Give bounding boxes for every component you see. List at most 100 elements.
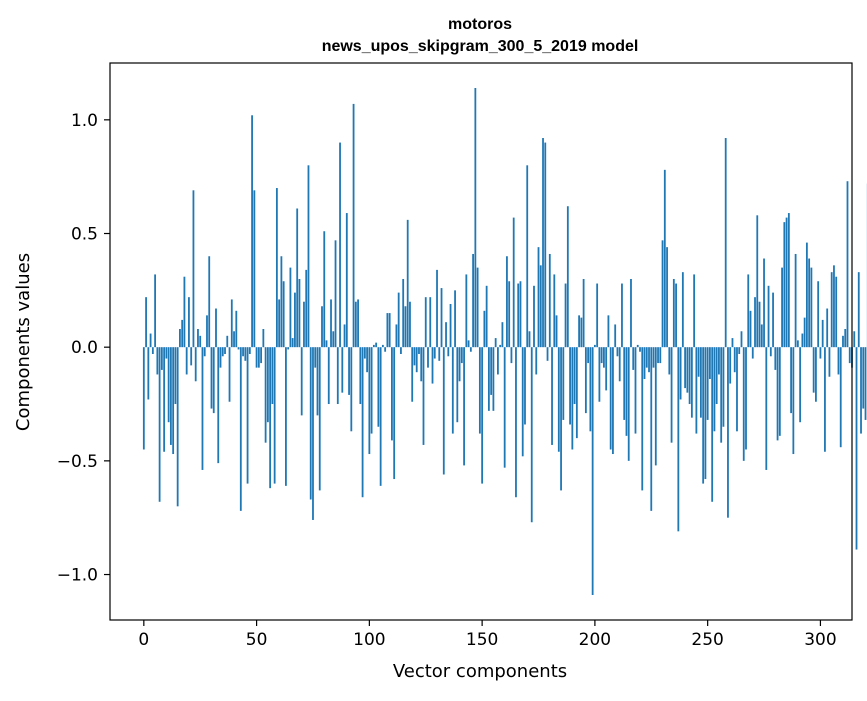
bar-243 (691, 347, 693, 417)
bar-170 (526, 165, 528, 347)
bar-129 (434, 347, 436, 358)
bar-45 (244, 347, 246, 361)
bar-9 (163, 347, 165, 452)
bar-172 (531, 347, 533, 522)
bar-275 (763, 259, 765, 348)
bar-105 (380, 347, 382, 486)
bar-149 (479, 347, 481, 433)
bar-76 (314, 347, 316, 367)
bar-34 (220, 347, 222, 367)
bar-228 (657, 347, 659, 363)
bar-47 (249, 347, 251, 354)
bar-241 (686, 347, 688, 392)
bar-192 (576, 347, 578, 438)
bar-25 (199, 336, 201, 347)
bar-73 (308, 165, 310, 347)
bar-302 (824, 347, 826, 452)
bar-2 (147, 347, 149, 399)
bar-259 (727, 347, 729, 518)
bar-112 (396, 324, 398, 347)
bar-296 (811, 268, 813, 348)
bar-5 (154, 274, 156, 347)
bar-135 (447, 347, 449, 356)
bar-143 (465, 274, 467, 347)
bar-209 (614, 324, 616, 347)
bar-127 (429, 297, 431, 347)
bar-193 (578, 315, 580, 347)
bar-218 (635, 347, 637, 433)
bar-158 (499, 345, 501, 347)
bar-70 (301, 347, 303, 415)
y-tick-label-3: 0.5 (71, 225, 98, 245)
bar-191 (574, 347, 576, 404)
bar-56 (269, 347, 271, 488)
bar-167 (520, 281, 522, 347)
bar-309 (840, 347, 842, 447)
bar-176 (540, 265, 542, 347)
bar-50 (256, 347, 258, 367)
bar-280 (774, 347, 776, 370)
bar-239 (682, 272, 684, 347)
bar-155 (493, 347, 495, 411)
bar-227 (655, 347, 657, 465)
bar-100 (368, 347, 370, 454)
bar-278 (770, 347, 772, 356)
bar-104 (377, 347, 379, 427)
bar-180 (549, 254, 551, 347)
bar-0 (143, 347, 145, 449)
bar-28 (206, 315, 208, 347)
bar-75 (312, 347, 314, 520)
bar-202 (599, 347, 601, 402)
chart-title: motoros (448, 16, 512, 33)
bar-15 (177, 347, 179, 506)
bar-206 (608, 315, 610, 347)
bar-295 (808, 259, 810, 348)
bar-152 (486, 286, 488, 347)
bar-229 (659, 347, 661, 363)
bar-78 (319, 347, 321, 490)
bar-217 (632, 347, 634, 370)
bar-251 (709, 347, 711, 379)
bar-14 (175, 347, 177, 404)
bar-188 (567, 206, 569, 347)
bar-276 (765, 347, 767, 470)
bar-31 (213, 347, 215, 413)
y-tick-label-1: −0.5 (57, 452, 98, 472)
bar-317 (858, 272, 860, 347)
bar-38 (229, 347, 231, 402)
bar-144 (468, 340, 470, 347)
bar-87 (339, 143, 341, 348)
bar-65 (290, 268, 292, 348)
bar-147 (474, 88, 476, 347)
bar-60 (278, 299, 280, 347)
bar-250 (707, 347, 709, 420)
bar-292 (801, 334, 803, 348)
y-axis-ticks: −1.0−0.50.00.51.0 (57, 111, 110, 586)
bar-123 (420, 347, 422, 381)
bar-23 (195, 347, 197, 381)
bar-305 (831, 272, 833, 347)
bar-203 (601, 347, 603, 363)
bar-21 (190, 347, 192, 365)
bar-79 (321, 306, 323, 347)
bar-301 (822, 320, 824, 347)
bar-187 (565, 284, 567, 348)
bar-198 (589, 347, 591, 431)
bar-106 (382, 345, 384, 347)
bar-163 (511, 347, 513, 363)
bar-63 (285, 347, 287, 486)
bar-256 (720, 347, 722, 442)
bar-90 (346, 213, 348, 347)
bar-130 (436, 270, 438, 347)
bar-257 (723, 347, 725, 427)
bar-41 (235, 311, 237, 347)
bar-233 (668, 347, 670, 374)
bar-272 (756, 215, 758, 347)
bar-92 (350, 347, 352, 431)
x-tick-label-2: 100 (353, 630, 385, 650)
bar-299 (817, 281, 819, 347)
x-tick-label-4: 200 (579, 630, 611, 650)
bar-303 (826, 309, 828, 348)
bar-273 (759, 302, 761, 347)
bar-269 (750, 311, 752, 347)
